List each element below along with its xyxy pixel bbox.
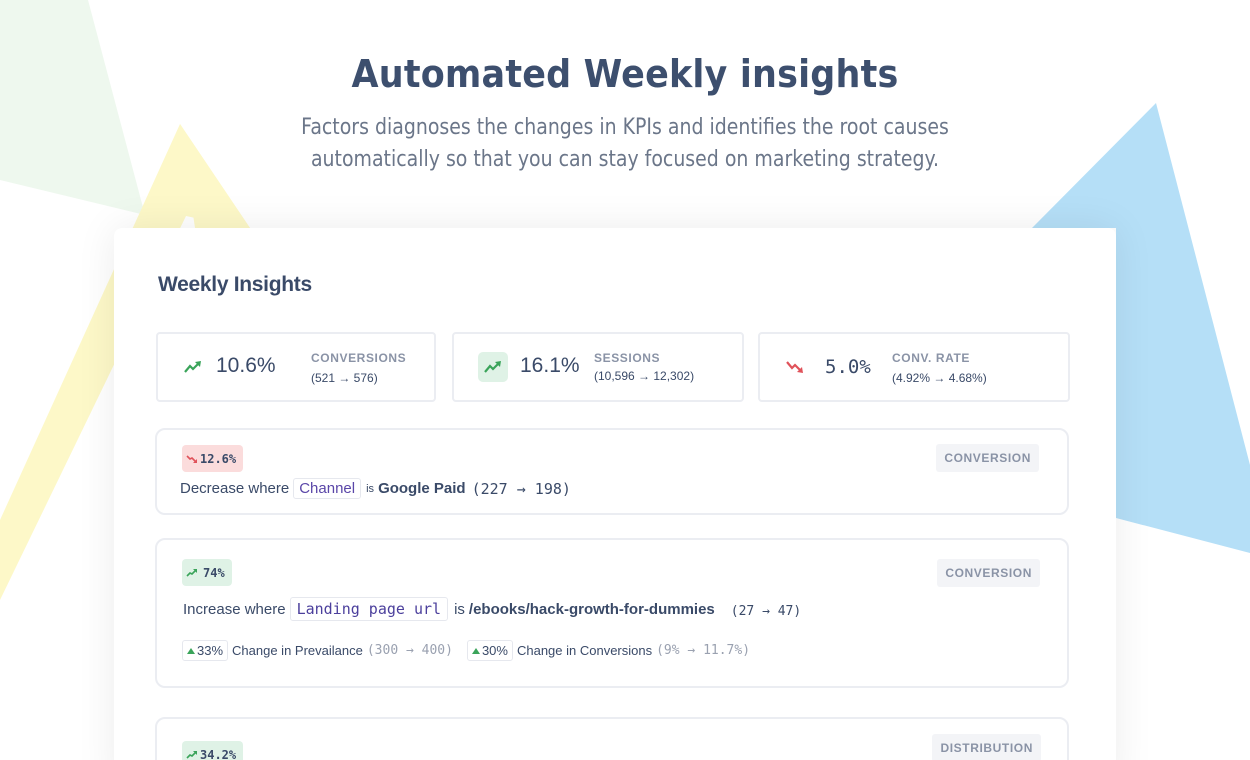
trend-up-icon bbox=[478, 352, 508, 382]
insight-prefix: Decrease where bbox=[180, 480, 290, 497]
change-range: (300 → 400) bbox=[366, 643, 453, 658]
panel-title: Weekly Insights bbox=[158, 273, 312, 296]
property-value: /ebooks/hack-growth-for-dummies bbox=[468, 600, 715, 618]
change-details: 33% Change in Prevailance (300 → 400) 30… bbox=[182, 640, 750, 661]
badge-value: 74% bbox=[203, 565, 225, 580]
insight-range: (227 → 198) bbox=[471, 479, 571, 498]
change-badge: 34.2% bbox=[182, 741, 244, 760]
green-shape bbox=[0, 0, 145, 215]
kpi-label: SESSIONS bbox=[594, 351, 661, 365]
trend-up-icon bbox=[186, 750, 197, 759]
change-badge: 12.6% bbox=[182, 445, 244, 472]
insight-card[interactable]: 34.2% DISTRIBUTION bbox=[155, 717, 1069, 760]
badge-value: 12.6% bbox=[200, 451, 237, 466]
insight-sentence: Decrease where Channel is Google Paid (2… bbox=[180, 478, 571, 499]
trend-up-icon bbox=[186, 568, 197, 577]
property-chip[interactable]: Channel bbox=[293, 478, 362, 499]
insight-range: (27 → 47) bbox=[730, 603, 802, 619]
kpi-card-conversions[interactable]: 10.6% CONVERSIONS (521 → 576) bbox=[156, 332, 436, 402]
trend-up-icon bbox=[178, 352, 208, 382]
trend-down-icon bbox=[780, 352, 810, 382]
prevalence-chip: 33% bbox=[182, 640, 229, 661]
kpi-label: CONV. RATE bbox=[892, 351, 971, 365]
kpi-range: (4.92% → 4.68%) bbox=[892, 371, 987, 385]
change-badge: 74% bbox=[182, 559, 232, 586]
blue-shape bbox=[1032, 103, 1250, 553]
chip-value: 30% bbox=[481, 643, 508, 658]
conversions-chip: 30% bbox=[466, 640, 513, 661]
yellow-shape-right bbox=[180, 124, 250, 228]
category-tag: CONVERSION bbox=[937, 559, 1040, 587]
kpi-label: CONVERSIONS bbox=[311, 351, 407, 365]
category-tag: DISTRIBUTION bbox=[932, 734, 1041, 760]
operator: is bbox=[454, 600, 465, 618]
kpi-card-conv-rate[interactable]: 5.0% CONV. RATE (4.92% → 4.68%) bbox=[758, 332, 1070, 402]
kpi-value: 16.1% bbox=[520, 354, 580, 377]
property-chip[interactable]: Landing page url bbox=[289, 597, 449, 621]
kpi-value: 5.0% bbox=[825, 356, 871, 378]
weekly-insights-panel: Weekly Insights 10.6% CONVERSIONS (521 →… bbox=[114, 228, 1116, 760]
badge-value: 34.2% bbox=[200, 747, 237, 760]
caret-up-icon bbox=[471, 647, 480, 654]
page-title: Automated Weekly insights bbox=[351, 52, 899, 96]
insight-prefix: Increase where bbox=[183, 600, 286, 618]
property-value: Google Paid bbox=[378, 480, 466, 497]
category-tag: CONVERSION bbox=[936, 444, 1039, 472]
insight-card[interactable]: 12.6% CONVERSION Decrease where Channel … bbox=[155, 428, 1069, 515]
kpi-range: (10,596 → 12,302) bbox=[594, 369, 695, 383]
insight-card[interactable]: 74% CONVERSION Increase where Landing pa… bbox=[155, 538, 1069, 688]
page-subtitle: Factors diagnoses the changes in KPIs an… bbox=[88, 112, 1163, 176]
operator: is bbox=[366, 482, 375, 495]
trend-down-icon bbox=[186, 454, 197, 463]
kpi-range: (521 → 576) bbox=[311, 371, 378, 385]
insight-sentence: Increase where Landing page url is /eboo… bbox=[183, 597, 801, 621]
kpi-card-sessions[interactable]: 16.1% SESSIONS (10,596 → 12,302) bbox=[452, 332, 744, 402]
caret-up-icon bbox=[187, 647, 195, 654]
chip-value: 33% bbox=[197, 643, 224, 658]
change-label: Change in Prevailance bbox=[232, 643, 363, 658]
change-range: (9% → 11.7%) bbox=[656, 643, 751, 658]
subtitle-line-1: Factors diagnoses the changes in KPIs an… bbox=[301, 115, 949, 140]
change-label: Change in Conversions bbox=[516, 643, 653, 658]
subtitle-line-2: automatically so that you can stay focus… bbox=[310, 147, 940, 172]
kpi-value: 10.6% bbox=[216, 354, 276, 377]
